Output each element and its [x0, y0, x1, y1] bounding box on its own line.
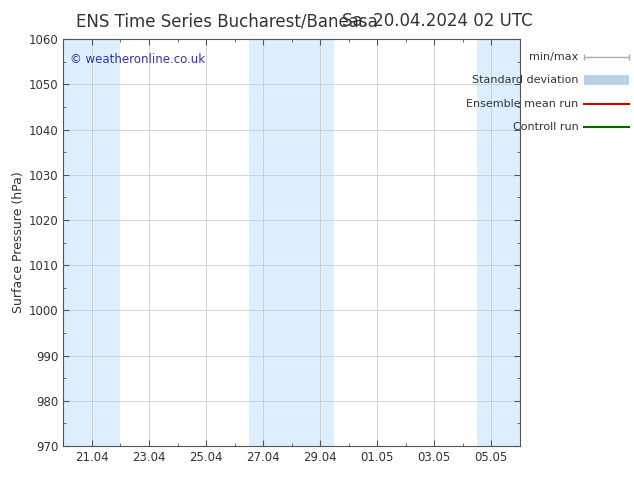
Bar: [477, 39, 520, 446]
Text: © weatheronline.co.uk: © weatheronline.co.uk: [70, 53, 205, 67]
Text: Ensemble mean run: Ensemble mean run: [466, 99, 579, 109]
Text: ENS Time Series Bucharest/Baneasa: ENS Time Series Bucharest/Baneasa: [76, 12, 378, 30]
Bar: [249, 39, 335, 446]
Text: Standard deviation: Standard deviation: [472, 75, 579, 85]
Text: min/max: min/max: [529, 52, 579, 62]
Text: Sa. 20.04.2024 02 UTC: Sa. 20.04.2024 02 UTC: [342, 12, 533, 30]
Text: Controll run: Controll run: [513, 122, 579, 132]
Bar: [63, 39, 120, 446]
Y-axis label: Surface Pressure (hPa): Surface Pressure (hPa): [11, 172, 25, 314]
